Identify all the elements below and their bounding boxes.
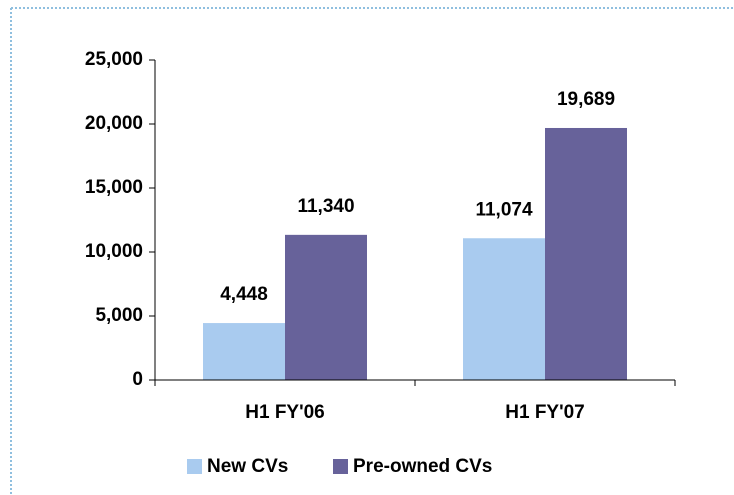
- y-tick-label: 10,000: [85, 241, 143, 262]
- y-tick-label: 15,000: [85, 177, 143, 198]
- legend-label: Pre-owned CVs: [353, 456, 492, 477]
- y-tick-label: 25,000: [85, 49, 143, 70]
- data-label: 4,448: [220, 284, 268, 305]
- y-tick-label: 5,000: [95, 305, 143, 326]
- data-label: 11,074: [475, 199, 532, 220]
- bar: [545, 127, 627, 380]
- y-tick-label: 0: [132, 369, 143, 390]
- legend-swatch: [333, 459, 348, 474]
- x-tick-label: H1 FY'07: [505, 402, 585, 423]
- bar: [463, 238, 545, 380]
- legend-label: New CVs: [207, 456, 288, 477]
- bar: [285, 234, 367, 380]
- y-tick-label: 20,000: [85, 113, 143, 134]
- data-label: 19,689: [557, 89, 615, 110]
- data-label: 11,340: [297, 196, 354, 217]
- legend-swatch: [187, 459, 202, 474]
- x-tick-label: H1 FY'06: [245, 402, 325, 423]
- bar: [203, 323, 285, 380]
